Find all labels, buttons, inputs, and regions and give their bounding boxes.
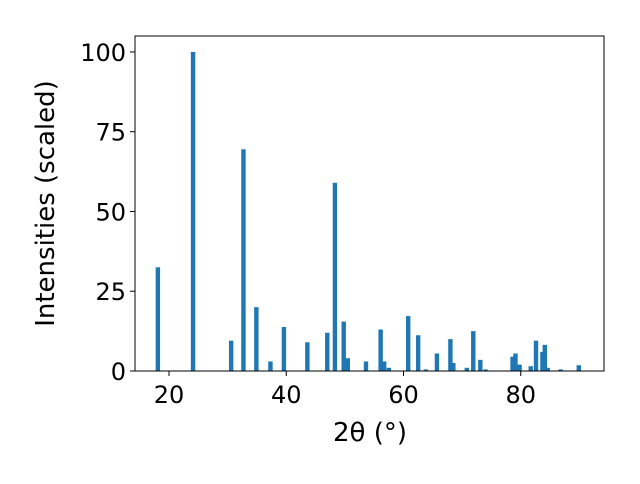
bar-12 [363,361,369,371]
bar-14 [381,361,387,371]
bar-2 [228,340,234,371]
bar-30 [533,340,539,371]
bar-0 [155,267,161,371]
x-tick-label-20: 20 [154,381,185,409]
bar-8 [325,332,330,371]
bar-25 [483,369,488,371]
bar-15 [386,367,392,371]
bar-19 [434,353,440,371]
bar-20 [448,339,453,371]
bar-11 [345,358,351,371]
bar-33 [545,367,550,371]
bar-1 [190,51,196,371]
bar-22 [464,367,470,371]
bar-18 [423,369,428,371]
bar-27 [513,353,518,371]
bar-23 [471,331,476,371]
bar-16 [405,316,411,371]
plot-frame [134,35,605,372]
y-tick-label-25: 25 [95,278,126,306]
x-tick-label-80: 80 [505,381,536,409]
y-tick-label-0: 0 [111,358,126,386]
bar-21 [451,363,456,371]
bar-9 [332,182,338,371]
x-axis-label: 2θ (°) [333,418,407,448]
x-tick-label-40: 40 [271,381,302,409]
bar-34 [558,369,563,371]
x-tick-label-60: 60 [388,381,419,409]
ticks-layer: 20 40 60 80 0 25 50 75 100 [80,39,536,409]
bar-35 [576,365,581,371]
bar-7 [305,342,310,371]
bars-layer [155,51,581,371]
bar-3 [241,149,246,371]
bar-31 [540,351,545,371]
bar-28 [517,364,522,371]
bar-24 [478,359,483,371]
y-tick-label-50: 50 [95,198,126,226]
bar-17 [415,335,421,371]
bar-4 [254,307,259,371]
y-axis-label: Intensities (scaled) [31,80,61,327]
bar-10 [341,321,346,371]
y-tick-label-75: 75 [95,119,126,147]
y-tick-label-100: 100 [80,39,126,67]
bar-29 [528,366,533,371]
bar-13 [378,329,383,371]
bar-32 [542,344,547,371]
bar-26 [510,356,515,371]
bar-6 [281,326,287,371]
bar-5 [268,361,273,371]
